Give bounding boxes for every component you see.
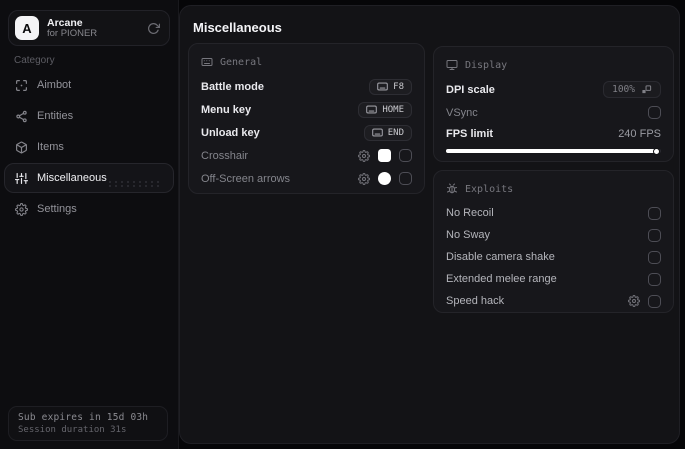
setting-row-dpi-scale: DPI scale 100% <box>446 78 661 101</box>
setting-row-unload-key: Unload key END <box>201 121 412 144</box>
setting-label: VSync <box>446 106 478 119</box>
setting-label: Unload key <box>201 126 260 139</box>
slider-knob[interactable] <box>652 147 660 155</box>
setting-label: No Recoil <box>446 207 494 219</box>
general-section-header: General <box>201 54 412 70</box>
brand-card: A Arcane for PIONER <box>8 10 170 46</box>
fps-limit-value: 240 FPS <box>618 128 661 140</box>
setting-label: DPI scale <box>446 83 495 96</box>
gear-icon[interactable] <box>628 295 640 307</box>
setting-label: Battle mode <box>201 80 264 93</box>
setting-row-no-recoil: No Recoil <box>446 202 661 224</box>
sidebar-item-entities[interactable]: Entities <box>4 101 174 131</box>
sidebar-item-items[interactable]: Items <box>4 132 174 162</box>
exploits-card: Exploits No Recoil No Sway Disable camer… <box>433 170 674 313</box>
slider-fill <box>446 149 659 153</box>
category-label: Category <box>14 55 55 66</box>
gear-icon[interactable] <box>358 149 370 162</box>
brand-text: Arcane for PIONER <box>47 17 97 40</box>
keyboard-icon <box>366 105 378 114</box>
miscellaneous-icon <box>15 172 28 185</box>
sync-icon[interactable] <box>147 22 160 35</box>
vsync-checkbox[interactable] <box>648 106 661 119</box>
keyboard-icon <box>377 82 389 91</box>
setting-row-speed-hack: Speed hack <box>446 290 661 312</box>
keybind-button[interactable]: F8 <box>369 78 412 95</box>
brand-logo: A <box>15 16 39 40</box>
setting-label: Disable camera shake <box>446 251 555 263</box>
sidebar-item-aimbot[interactable]: Aimbot <box>4 70 174 100</box>
sidebar-item-label: Aimbot <box>37 79 72 91</box>
keybind-value: END <box>387 127 404 138</box>
dpi-scale-value: 100% <box>612 84 635 95</box>
brand-title: Arcane <box>47 16 83 29</box>
brand-logo-letter: A <box>22 20 32 36</box>
sidebar-item-settings[interactable]: Settings <box>4 194 174 224</box>
entities-icon <box>15 110 28 123</box>
sidebar-item-label: Entities <box>37 110 74 122</box>
setting-label: Crosshair <box>201 149 249 162</box>
setting-row-vsync: VSync <box>446 101 661 124</box>
setting-row-crosshair: Crosshair <box>201 144 412 167</box>
sidebar-item-label: Settings <box>37 203 77 215</box>
display-card: Display DPI scale 100% VSync FPS limit <box>433 46 674 162</box>
setting-label: Speed hack <box>446 295 505 307</box>
scale-icon <box>641 84 652 95</box>
session-duration-text: Session duration 31s <box>18 425 127 435</box>
disable-camera-shake-checkbox[interactable] <box>648 250 661 264</box>
section-title: General <box>220 56 263 68</box>
setting-row-fps-limit: FPS limit 240 FPS <box>446 124 661 144</box>
keybind-button[interactable]: HOME <box>358 101 412 118</box>
sidebar-item-label: Miscellaneous <box>37 172 107 184</box>
section-title: Exploits <box>465 183 514 195</box>
setting-row-extended-melee-range: Extended melee range <box>446 268 661 290</box>
offscreen-arrows-checkbox[interactable] <box>399 172 412 185</box>
extended-melee-range-checkbox[interactable] <box>648 272 661 286</box>
no-sway-checkbox[interactable] <box>648 228 661 242</box>
subscription-info: Sub expires in 15d 03h Session duration … <box>8 406 168 441</box>
keyboard-icon <box>371 128 383 137</box>
setting-label: Off-Screen arrows <box>201 172 291 185</box>
brand-subtitle: for PIONER <box>47 27 98 39</box>
setting-label: Extended melee range <box>446 273 557 285</box>
bug-icon <box>446 183 458 195</box>
sidebar: A Arcane for PIONER Category Aimbot Enti… <box>0 0 179 449</box>
aimbot-icon <box>15 79 28 92</box>
setting-label: No Sway <box>446 229 491 241</box>
sidebar-item-miscellaneous[interactable]: Miscellaneous <box>4 163 174 193</box>
setting-row-menu-key: Menu key HOME <box>201 98 412 121</box>
sub-expiry-text: Sub expires in 15d 03h <box>18 412 149 423</box>
keybind-button[interactable]: END <box>363 124 412 141</box>
page-title: Miscellaneous <box>193 20 282 35</box>
sidebar-item-label: Items <box>37 141 64 153</box>
exploits-section-header: Exploits <box>446 181 661 197</box>
keybind-value: HOME <box>382 104 404 115</box>
gear-icon[interactable] <box>358 172 370 185</box>
setting-label: FPS limit <box>446 128 494 140</box>
no-recoil-checkbox[interactable] <box>648 206 661 220</box>
general-card: General Battle mode F8 Menu key <box>188 43 425 194</box>
section-title: Display <box>465 59 508 71</box>
main-panel: Miscellaneous General Battle mode F8 Men… <box>179 5 680 444</box>
display-section-header: Display <box>446 57 661 73</box>
setting-row-battle-mode: Battle mode F8 <box>201 75 412 98</box>
sidebar-nav: Aimbot Entities Items Miscellaneous Sett… <box>4 70 174 224</box>
color-swatch[interactable] <box>378 172 391 185</box>
speed-hack-checkbox[interactable] <box>648 294 661 308</box>
color-swatch[interactable] <box>378 149 391 162</box>
monitor-icon <box>446 59 458 71</box>
items-icon <box>15 140 28 154</box>
keybind-value: F8 <box>393 81 404 92</box>
setting-row-no-sway: No Sway <box>446 224 661 246</box>
setting-label: Menu key <box>201 103 252 116</box>
gear-icon <box>15 202 28 216</box>
crosshair-checkbox[interactable] <box>399 149 412 162</box>
keyboard-icon <box>201 56 213 68</box>
setting-row-offscreen-arrows: Off-Screen arrows <box>201 167 412 190</box>
fps-limit-slider[interactable] <box>446 146 661 156</box>
setting-row-disable-camera-shake: Disable camera shake <box>446 246 661 268</box>
dpi-scale-select[interactable]: 100% <box>603 81 661 98</box>
